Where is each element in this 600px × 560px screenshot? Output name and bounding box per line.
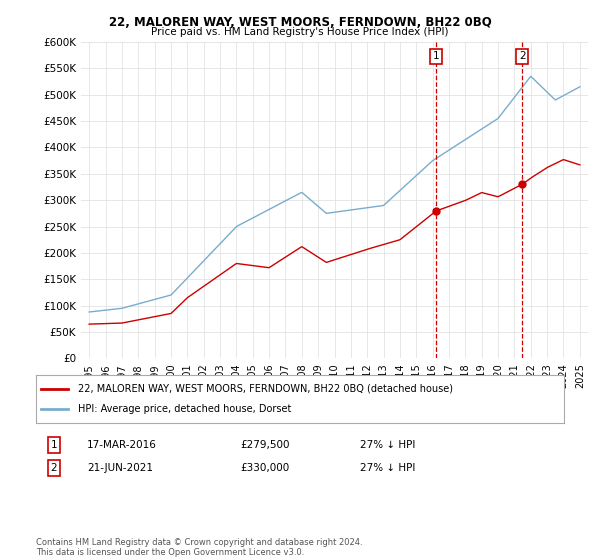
Text: 1: 1 bbox=[433, 52, 439, 62]
Text: 2: 2 bbox=[519, 52, 526, 62]
Text: 22, MALOREN WAY, WEST MOORS, FERNDOWN, BH22 0BQ (detached house): 22, MALOREN WAY, WEST MOORS, FERNDOWN, B… bbox=[78, 384, 453, 394]
Text: HPI: Average price, detached house, Dorset: HPI: Average price, detached house, Dors… bbox=[78, 404, 292, 414]
Text: 22, MALOREN WAY, WEST MOORS, FERNDOWN, BH22 0BQ: 22, MALOREN WAY, WEST MOORS, FERNDOWN, B… bbox=[109, 16, 491, 29]
Text: Contains HM Land Registry data © Crown copyright and database right 2024.
This d: Contains HM Land Registry data © Crown c… bbox=[36, 538, 362, 557]
Text: Price paid vs. HM Land Registry's House Price Index (HPI): Price paid vs. HM Land Registry's House … bbox=[151, 27, 449, 37]
Text: 27% ↓ HPI: 27% ↓ HPI bbox=[360, 463, 415, 473]
Text: 21-JUN-2021: 21-JUN-2021 bbox=[87, 463, 153, 473]
Text: 27% ↓ HPI: 27% ↓ HPI bbox=[360, 440, 415, 450]
Text: £279,500: £279,500 bbox=[240, 440, 290, 450]
Text: 17-MAR-2016: 17-MAR-2016 bbox=[87, 440, 157, 450]
Text: £330,000: £330,000 bbox=[240, 463, 289, 473]
Text: 2: 2 bbox=[50, 463, 58, 473]
Text: 1: 1 bbox=[50, 440, 58, 450]
